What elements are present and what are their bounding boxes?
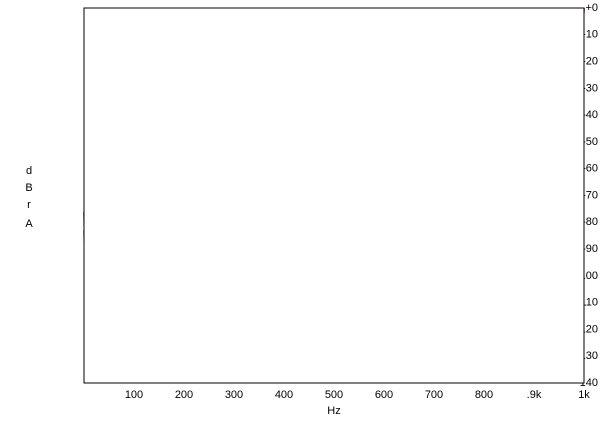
y-tick-label: -50 <box>582 136 598 148</box>
y-tick-label: -90 <box>582 243 598 255</box>
x-tick-label: 300 <box>225 389 243 401</box>
y-tick-label: +0 <box>585 2 598 14</box>
y-tick-label: -30 <box>582 82 598 94</box>
x-tick-label: .9k <box>527 389 542 401</box>
x-tick-label: 500 <box>325 389 343 401</box>
x-tick-label: 1k <box>578 389 590 401</box>
x-axis-label: Hz <box>327 405 340 417</box>
y-tick-label: -70 <box>582 189 598 201</box>
x-tick-label: 800 <box>475 389 493 401</box>
y-tick-label: -20 <box>582 55 598 67</box>
y-axis-label: dBr <box>25 165 33 211</box>
x-tick-label: 700 <box>425 389 443 401</box>
y-tick-label: -10 <box>582 29 598 41</box>
x-tick-label: 400 <box>275 389 293 401</box>
y-tick-label: -40 <box>582 109 598 121</box>
y-axis-unit: A <box>25 218 33 230</box>
y-tick-label: -60 <box>582 163 598 175</box>
x-tick-label: 600 <box>375 389 393 401</box>
plot-frame <box>83 7 585 384</box>
y-tick-label: -80 <box>582 216 598 228</box>
x-tick-label: 200 <box>175 389 193 401</box>
x-tick-label: 100 <box>125 389 143 401</box>
